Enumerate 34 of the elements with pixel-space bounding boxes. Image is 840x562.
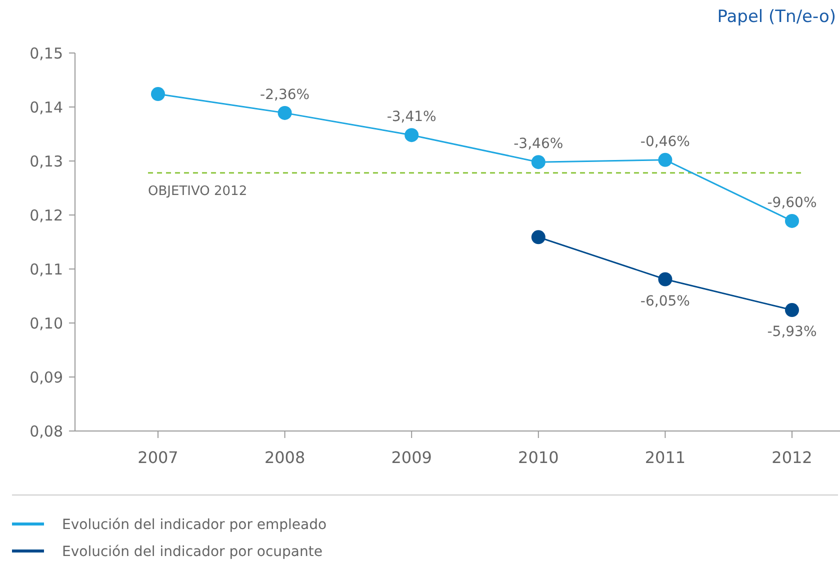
x-tick-label: 2008 bbox=[264, 448, 306, 467]
y-tick-label: 0,11 bbox=[30, 260, 63, 278]
point bbox=[658, 272, 672, 286]
point bbox=[151, 87, 165, 102]
y-tick-label: 0,13 bbox=[30, 152, 63, 170]
point bbox=[785, 214, 799, 228]
annotation: -9,60% bbox=[767, 194, 817, 211]
y-tick-label: 0,10 bbox=[30, 314, 63, 332]
x-tick-label: 2009 bbox=[391, 448, 432, 467]
annotation: -5,93% bbox=[767, 324, 817, 340]
ref-line-label: OBJETIVO 2012 bbox=[148, 184, 248, 199]
point bbox=[404, 128, 419, 142]
annotation: -2,36% bbox=[260, 86, 310, 103]
y-tick-label: 0,08 bbox=[30, 422, 63, 440]
x-tick-label: 2007 bbox=[138, 448, 178, 467]
annotation: -0,46% bbox=[640, 134, 690, 150]
annotation: -3,41% bbox=[386, 109, 436, 126]
y-tick-label: 0,09 bbox=[30, 368, 63, 386]
legend-label: Evolución del indicador por ocupante bbox=[62, 544, 322, 560]
point bbox=[531, 230, 546, 244]
annotation: -3,46% bbox=[514, 136, 564, 152]
chart-title: Papel (Tn/e-o) bbox=[717, 7, 836, 27]
y-tick-label: 0,14 bbox=[30, 98, 63, 116]
x-tick-label: 2011 bbox=[644, 448, 686, 467]
point bbox=[785, 303, 799, 318]
annotation: -6,05% bbox=[640, 293, 690, 310]
x-tick-label: 2010 bbox=[518, 448, 559, 467]
legend-label: Evolución del indicador por empleado bbox=[62, 516, 327, 533]
point bbox=[658, 152, 672, 167]
point bbox=[278, 106, 292, 120]
y-tick-label: 0,12 bbox=[30, 206, 63, 224]
point bbox=[531, 155, 546, 170]
x-tick-label: 2012 bbox=[772, 448, 812, 467]
y-tick-label: 0,15 bbox=[30, 44, 63, 62]
